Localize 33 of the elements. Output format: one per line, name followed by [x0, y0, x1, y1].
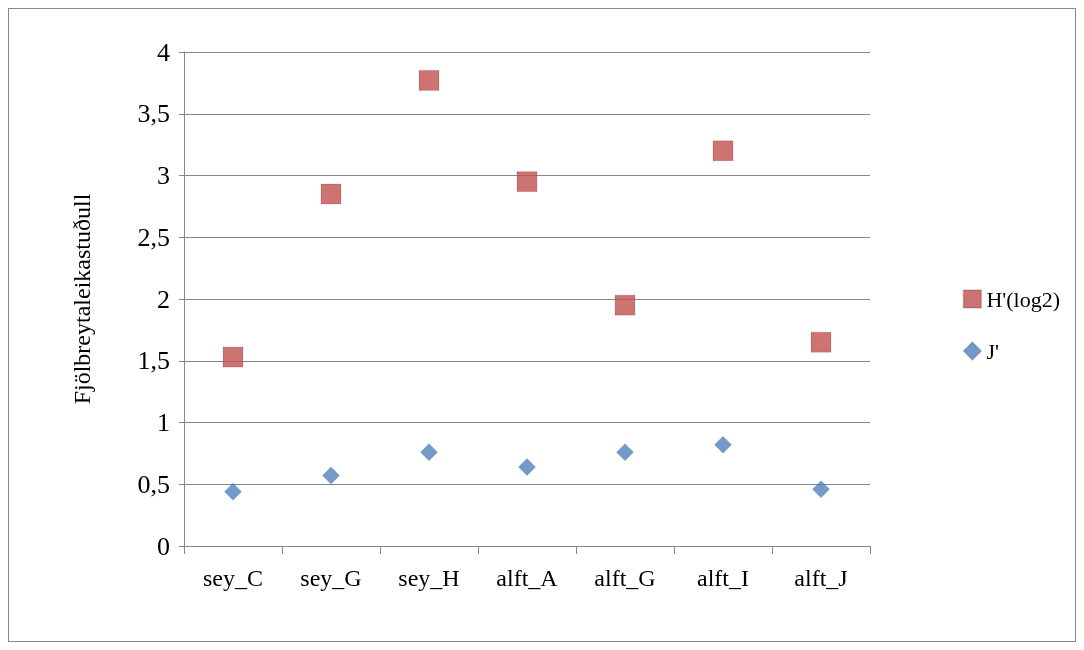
- point: [418, 69, 440, 91]
- y-axis-title: Fjölbreytaleikastuðull: [69, 193, 95, 405]
- point: [714, 435, 732, 454]
- y-tick-label: 1,5: [137, 346, 170, 376]
- y-tick-label: 1: [157, 408, 170, 437]
- y-tick-label: 2,5: [137, 222, 170, 252]
- point: [518, 457, 536, 476]
- x-tick-label: alft_A: [496, 565, 559, 591]
- x-tick-label: alft_I: [697, 565, 749, 591]
- x-tick-label: alft_J: [794, 565, 848, 591]
- point: [812, 480, 830, 499]
- point: [224, 482, 242, 501]
- x-tick-label: sey_G: [300, 565, 362, 591]
- point: [322, 466, 340, 485]
- x-tick-label: sey_H: [398, 565, 460, 591]
- y-tick-label: 2: [157, 284, 170, 314]
- point: [616, 443, 634, 462]
- y-tick-label: 4: [157, 37, 170, 67]
- y-tick-label: 0,5: [137, 469, 170, 499]
- legend-label: J': [986, 338, 999, 364]
- y-tick-label: 3,5: [137, 99, 170, 129]
- y-tick-label: 0: [157, 531, 170, 561]
- point: [810, 331, 832, 353]
- point: [712, 140, 734, 162]
- point: [222, 346, 244, 368]
- point: [420, 443, 438, 462]
- y-tick-label: 3: [157, 161, 170, 190]
- point: [516, 171, 538, 193]
- point: [614, 294, 636, 316]
- x-tick-label: sey_C: [203, 565, 263, 591]
- legend-label: H'(log2): [986, 286, 1061, 312]
- x-tick-label: alft_G: [594, 565, 656, 591]
- point: [320, 183, 342, 205]
